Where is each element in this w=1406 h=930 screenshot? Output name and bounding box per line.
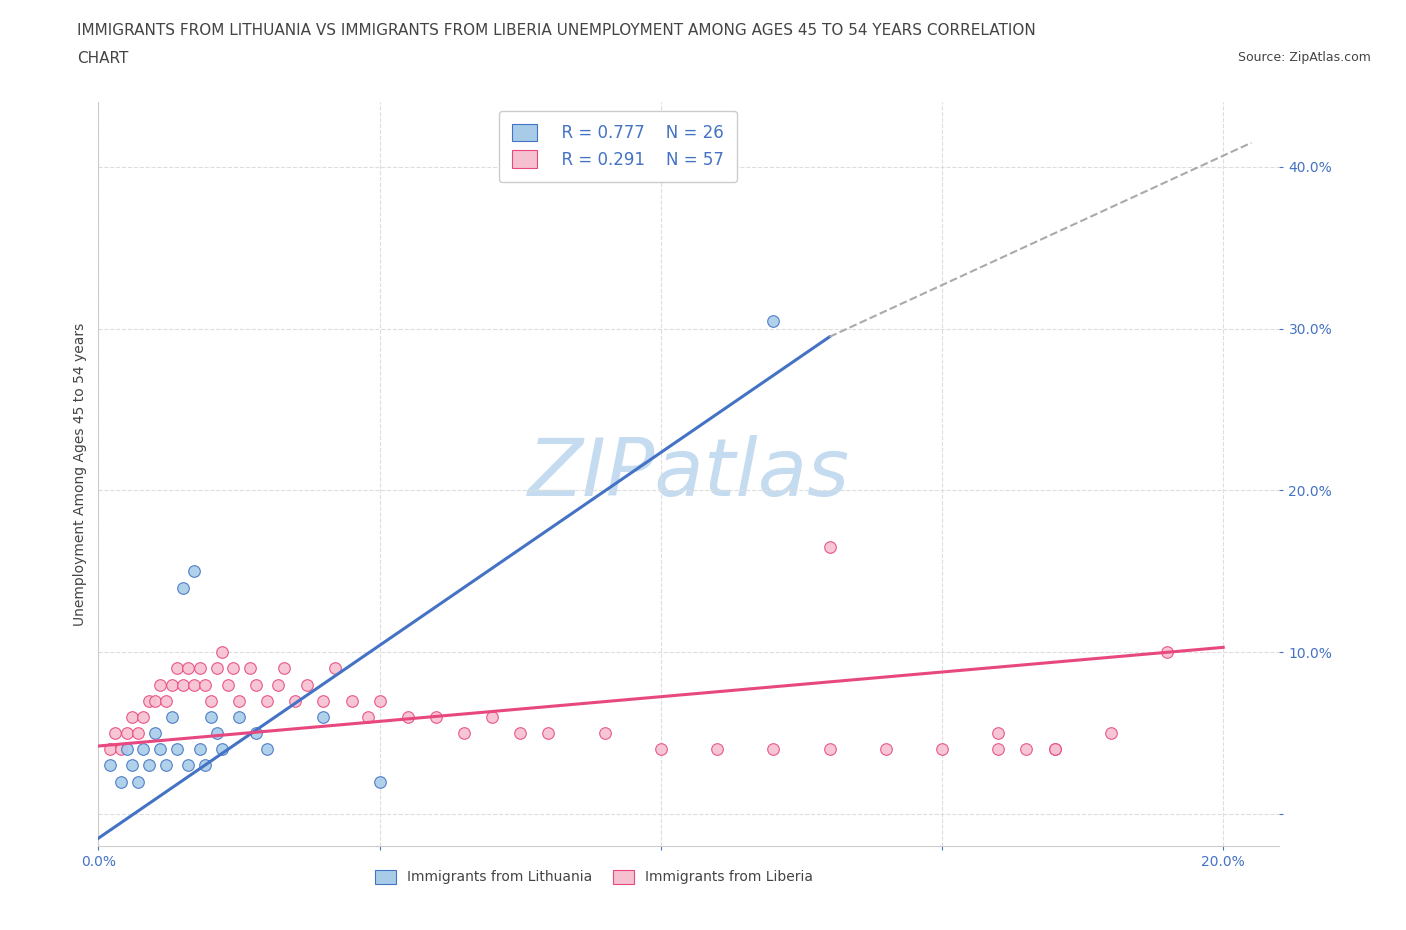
Point (1043, 742, 1066, 757)
Point (110, 742, 132, 757)
Point (160, 710, 183, 724)
Point (177, 758, 200, 773)
Point (115, 725, 138, 740)
Point (481, 710, 503, 724)
Point (357, 710, 380, 724)
Point (110, 774, 132, 789)
Point (256, 693, 278, 708)
Point (228, 710, 250, 724)
Point (98, 758, 121, 773)
Point (222, 661, 245, 676)
Legend: Immigrants from Lithuania, Immigrants from Liberia: Immigrants from Lithuania, Immigrants fr… (368, 863, 820, 892)
Point (1099, 725, 1122, 740)
Point (931, 742, 953, 757)
Point (138, 758, 160, 773)
Point (166, 661, 188, 676)
Point (132, 710, 155, 724)
Point (104, 725, 127, 740)
Point (762, 313, 785, 328)
Point (143, 725, 166, 740)
Point (987, 742, 1010, 757)
Point (149, 742, 172, 757)
Point (132, 742, 155, 757)
Point (188, 661, 211, 676)
Point (155, 693, 177, 708)
Point (211, 742, 233, 757)
Point (987, 725, 1010, 740)
Point (762, 742, 785, 757)
Point (98, 742, 121, 757)
Point (194, 677, 217, 692)
Y-axis label: Unemployment Among Ages 45 to 54 years: Unemployment Among Ages 45 to 54 years (73, 323, 87, 626)
Point (177, 661, 200, 676)
Point (818, 742, 841, 757)
Point (115, 742, 138, 757)
Point (239, 661, 262, 676)
Point (396, 710, 419, 724)
Text: CHART: CHART (77, 51, 129, 66)
Point (194, 758, 217, 773)
Point (340, 693, 363, 708)
Point (228, 693, 250, 708)
Point (284, 693, 307, 708)
Point (368, 774, 391, 789)
Point (273, 661, 295, 676)
Point (509, 725, 531, 740)
Point (127, 774, 149, 789)
Point (188, 742, 211, 757)
Point (183, 564, 205, 578)
Point (453, 725, 475, 740)
Text: ZIPatlas: ZIPatlas (527, 435, 851, 513)
Point (205, 725, 228, 740)
Point (1043, 742, 1066, 757)
Point (295, 677, 318, 692)
Point (127, 725, 149, 740)
Point (200, 693, 222, 708)
Point (217, 677, 239, 692)
Point (245, 725, 267, 740)
Point (205, 661, 228, 676)
Point (121, 710, 143, 724)
Point (121, 758, 143, 773)
Text: IMMIGRANTS FROM LITHUANIA VS IMMIGRANTS FROM LIBERIA UNEMPLOYMENT AMONG AGES 45 : IMMIGRANTS FROM LITHUANIA VS IMMIGRANTS … (77, 23, 1036, 38)
Point (875, 742, 897, 757)
Point (160, 677, 183, 692)
Point (172, 677, 194, 692)
Point (312, 710, 335, 724)
Point (245, 677, 267, 692)
Point (323, 661, 346, 676)
Point (183, 677, 205, 692)
Point (267, 677, 290, 692)
Point (593, 725, 616, 740)
Point (1156, 644, 1178, 659)
Point (368, 693, 391, 708)
Point (818, 539, 841, 554)
Point (200, 710, 222, 724)
Point (172, 580, 194, 595)
Point (425, 710, 447, 724)
Point (211, 644, 233, 659)
Point (138, 693, 160, 708)
Point (537, 725, 560, 740)
Point (149, 677, 172, 692)
Point (650, 742, 672, 757)
Point (706, 742, 728, 757)
Point (155, 758, 177, 773)
Point (256, 742, 278, 757)
Point (312, 693, 335, 708)
Point (143, 693, 166, 708)
Point (1015, 742, 1038, 757)
Point (166, 742, 188, 757)
Text: Source: ZipAtlas.com: Source: ZipAtlas.com (1237, 51, 1371, 64)
